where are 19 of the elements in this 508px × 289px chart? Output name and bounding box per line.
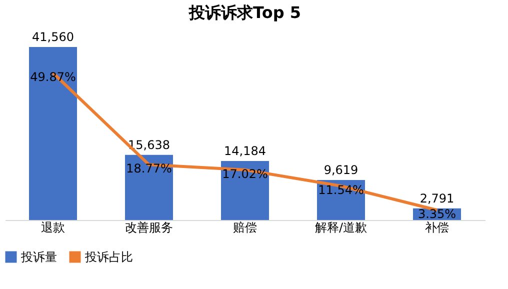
data-label: 2,791 [420,191,454,206]
chart-title: 投诉诉求Top 5 [188,3,301,22]
data-label: 17.02% [222,166,268,181]
x-tick-label: 解释/道歉 [314,220,368,234]
x-tick-label: 退款 [41,220,65,234]
x-tick-label: 改善服务 [125,220,173,234]
legend-label: 投诉量 [20,250,57,264]
data-label: 41,560 [32,30,74,44]
data-label: 3.35% [418,207,456,222]
x-tick-label: 赔偿 [233,220,257,234]
data-label: 14,184 [224,144,266,158]
data-label: 18.77% [126,162,172,176]
bar [125,154,173,220]
data-label: 15,638 [128,138,170,152]
bar [29,47,77,220]
x-tick-label: 补偿 [425,220,449,234]
legend-label: 投诉占比 [84,250,133,264]
bar [221,160,269,220]
data-label: 9,619 [324,162,358,177]
